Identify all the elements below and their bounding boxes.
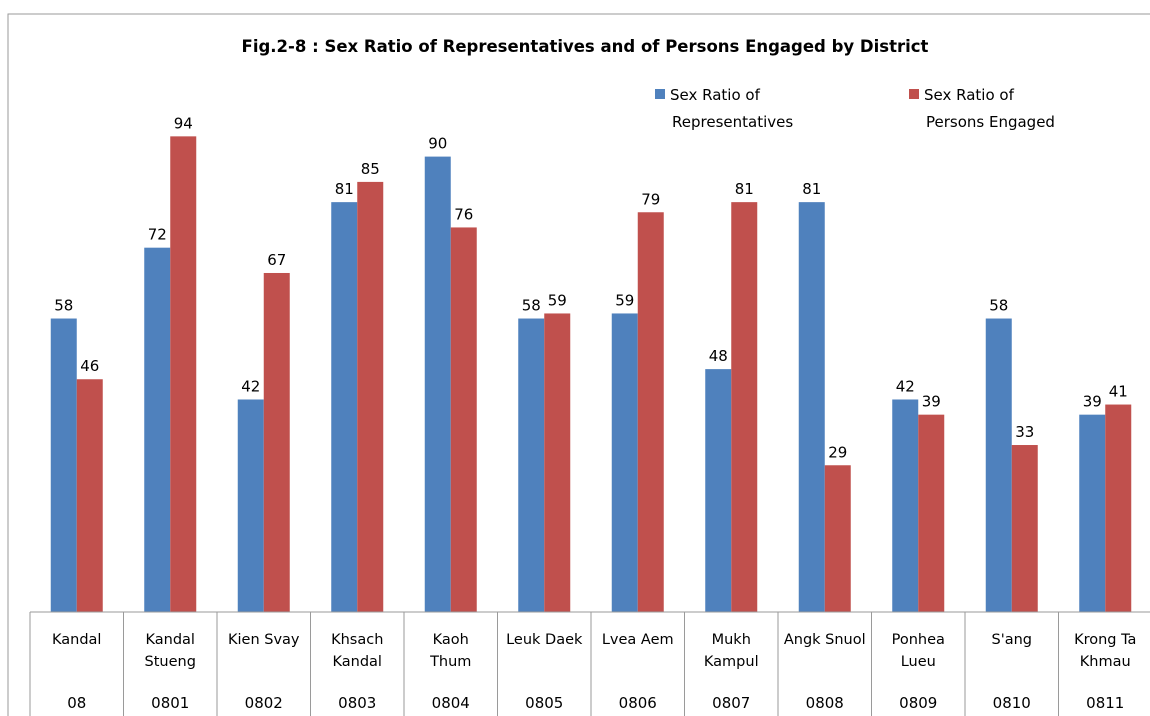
value-label-persons-engaged-0807: 81 — [735, 180, 754, 198]
category-name-0809-line2: Lueu — [901, 654, 936, 670]
category-code-0807: 0807 — [712, 694, 750, 712]
bar-representatives-0810 — [985, 318, 1012, 612]
bar-persons-engaged-0808 — [824, 465, 851, 612]
value-label-persons-engaged-0811: 41 — [1109, 383, 1128, 401]
value-label-persons-engaged-0805: 59 — [548, 291, 567, 309]
legend-swatch-sex-ratio-of-persons-engaged — [909, 89, 919, 99]
value-label-representatives-0804: 90 — [428, 135, 447, 153]
category-code-0811: 0811 — [1086, 694, 1124, 712]
category-name-08: Kandal — [52, 632, 101, 648]
value-label-persons-engaged-08: 46 — [80, 357, 99, 375]
bar-persons-engaged-0809 — [918, 414, 945, 612]
value-label-representatives-0806: 59 — [615, 291, 634, 309]
value-label-representatives-0808: 81 — [802, 180, 821, 198]
bar-persons-engaged-0804 — [450, 227, 477, 612]
value-label-representatives-0807: 48 — [709, 347, 728, 365]
value-label-persons-engaged-0801: 94 — [174, 114, 193, 132]
category-name-0803-line2: Kandal — [333, 654, 382, 670]
value-label-representatives-0803: 81 — [335, 180, 354, 198]
chart-title: Fig.2-8 : Sex Ratio of Representatives a… — [242, 37, 929, 56]
category-name-0807: Mukh — [712, 632, 751, 648]
category-name-0802: Kien Svay — [228, 632, 300, 648]
bar-representatives-0801 — [144, 247, 171, 612]
bar-persons-engaged-08 — [76, 379, 103, 612]
value-label-persons-engaged-0808: 29 — [828, 443, 847, 461]
value-label-representatives-0802: 42 — [241, 377, 260, 395]
category-name-0805: Leuk Daek — [506, 632, 583, 648]
value-label-representatives-08: 58 — [54, 297, 73, 315]
bar-persons-engaged-0802 — [263, 272, 290, 612]
category-name-0809: Ponhea — [892, 632, 945, 648]
bar-representatives-0803 — [331, 202, 358, 612]
category-name-0810: S'ang — [992, 632, 1032, 648]
category-name-0806: Lvea Aem — [602, 632, 674, 648]
bar-persons-engaged-0801 — [170, 136, 197, 613]
bar-persons-engaged-0810 — [1011, 445, 1038, 612]
category-name-0804: Kaoh — [433, 632, 469, 648]
bar-representatives-0806 — [611, 313, 638, 612]
category-code-0804: 0804 — [432, 694, 470, 712]
category-table: Kandal 08 Kandal Stueng 0801 Kien Svay 0802 Khs… — [29, 611, 1150, 716]
category-name-0808: Angk Snuol — [784, 632, 866, 648]
category-code-0806: 0806 — [619, 694, 657, 712]
bar-representatives-0807 — [705, 369, 732, 612]
category-name-0804-line2: Thum — [429, 654, 471, 670]
legend-label-sex-ratio-of-persons-engaged: Sex Ratio of — [924, 86, 1015, 104]
bar-persons-engaged-0806 — [637, 212, 664, 612]
bar-representatives-0805 — [518, 318, 545, 612]
bar-representatives-0811 — [1079, 414, 1106, 612]
category-name-0811: Krong Ta — [1074, 632, 1136, 648]
category-code-0801: 0801 — [151, 694, 189, 712]
value-label-persons-engaged-0810: 33 — [1015, 423, 1034, 441]
bar-persons-engaged-0803 — [357, 181, 384, 612]
value-label-persons-engaged-0804: 76 — [454, 205, 473, 223]
chart-border — [7, 13, 1150, 716]
category-code-0803: 0803 — [338, 694, 376, 712]
bar-persons-engaged-0811 — [1105, 404, 1132, 612]
bar-persons-engaged-0805 — [544, 313, 571, 612]
legend-swatch-sex-ratio-of-representatives — [655, 89, 665, 99]
bar-representatives-08 — [50, 318, 77, 612]
category-code-0802: 0802 — [245, 694, 283, 712]
value-label-persons-engaged-0809: 39 — [922, 393, 941, 411]
category-name-0811-line2: Khmau — [1080, 654, 1131, 670]
value-label-representatives-0801: 72 — [148, 226, 167, 244]
value-label-representatives-0811: 39 — [1083, 393, 1102, 411]
legend-label-sex-ratio-of-representatives: Sex Ratio of — [670, 86, 761, 104]
bars-group — [50, 136, 1132, 613]
value-label-representatives-0809: 42 — [896, 377, 915, 395]
value-label-representatives-0810: 58 — [989, 297, 1008, 315]
bar-persons-engaged-0807 — [731, 202, 758, 612]
category-code-0808: 0808 — [806, 694, 844, 712]
category-code-08: 08 — [67, 694, 86, 712]
bar-representatives-0804 — [424, 156, 451, 612]
value-label-persons-engaged-0803: 85 — [361, 160, 380, 178]
legend-label-sex-ratio-of-representatives-line2: Representatives — [672, 113, 793, 131]
category-name-0803: Khsach — [331, 632, 383, 648]
bar-representatives-0809 — [892, 399, 919, 612]
category-name-0801: Kandal — [146, 632, 195, 648]
value-label-persons-engaged-0806: 79 — [641, 190, 660, 208]
legend-label-sex-ratio-of-persons-engaged-line2: Persons Engaged — [926, 113, 1055, 131]
category-name-0801-line2: Stueng — [145, 654, 196, 670]
value-label-representatives-0805: 58 — [522, 297, 541, 315]
category-name-0807-line2: Kampul — [704, 654, 759, 670]
category-code-0809: 0809 — [899, 694, 937, 712]
bar-representatives-0808 — [798, 202, 825, 612]
category-code-0810: 0810 — [993, 694, 1031, 712]
value-labels-group: 58 46 72 94 42 67 81 85 90 76 58 59 59 79 48 81 81 29 42 39… — [54, 114, 1128, 461]
value-label-persons-engaged-0802: 67 — [267, 251, 286, 269]
bar-representatives-0802 — [237, 399, 264, 612]
legend: Sex Ratio of Representatives Sex Ratio of P… — [655, 86, 1055, 131]
category-code-0805: 0805 — [525, 694, 563, 712]
